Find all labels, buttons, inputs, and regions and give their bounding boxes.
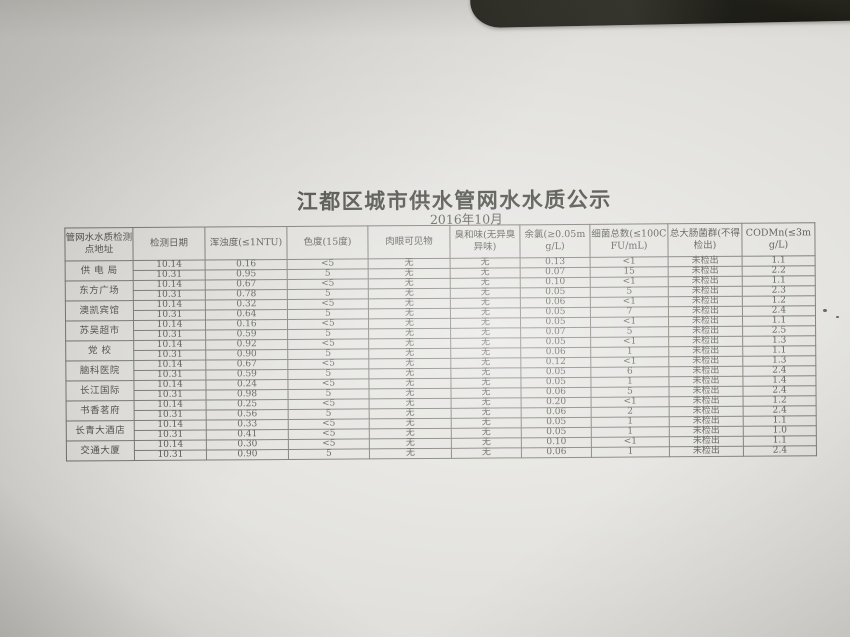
- photo-shading-overlay: [0, 0, 850, 637]
- photo-of-document: 江都区城市供水管网水水质公示 2016年10月 管网水水质检测点地址检测日期浑浊…: [0, 0, 850, 637]
